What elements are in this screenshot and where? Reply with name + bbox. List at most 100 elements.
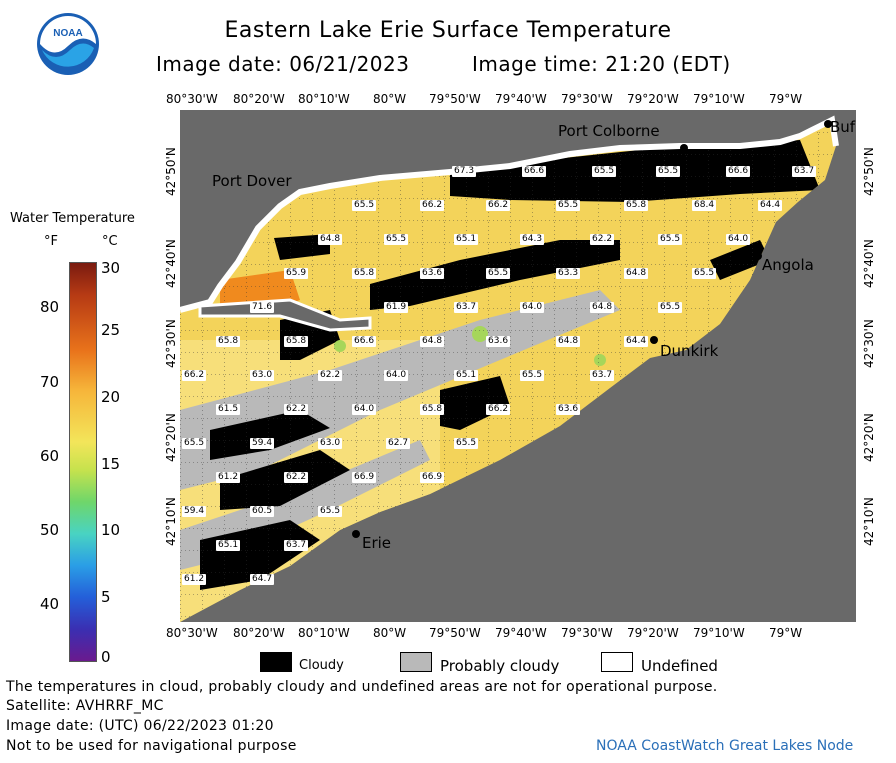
temp-label: 68.4 [692, 200, 717, 211]
temp-label: 60.5 [250, 506, 275, 517]
temp-label: 61.2 [216, 472, 241, 483]
nav-warning-text: Not to be used for navigational purpose [6, 738, 297, 754]
temp-label: 65.8 [216, 336, 241, 347]
lon-label: 79°50'W [429, 92, 481, 106]
lat-label: 42°20'N [862, 413, 876, 462]
lat-label: 42°10'N [164, 497, 178, 546]
legend-tick-f: 40 [40, 595, 60, 613]
lon-label: 79°10'W [693, 92, 745, 106]
legend-tick-c: 20 [101, 388, 121, 406]
temp-label: 65.5 [486, 268, 511, 279]
temp-label: 61.5 [216, 404, 241, 415]
map-title: Eastern Lake Erie Surface Temperature [224, 18, 672, 43]
temp-label: 65.5 [556, 200, 581, 211]
temp-label: 59.4 [250, 438, 275, 449]
temp-label: 65.5 [454, 438, 479, 449]
cloudy-swatch [260, 652, 292, 672]
temp-label: 65.1 [454, 234, 479, 245]
temp-label: 66.6 [352, 336, 377, 347]
temp-label: 65.8 [352, 268, 377, 279]
lat-label: 42°50'N [164, 147, 178, 196]
temp-label: 66.2 [182, 370, 207, 381]
lon-label: 79°30'W [561, 626, 613, 640]
temp-label: 65.5 [656, 166, 681, 177]
temp-label: 63.7 [590, 370, 615, 381]
lon-label: 79°W [769, 92, 803, 106]
temp-label: 66.2 [420, 200, 445, 211]
city-dot [352, 530, 360, 538]
satellite-text: Satellite: AVHRRF_MC [6, 698, 164, 714]
svg-text:NOAA: NOAA [53, 28, 82, 39]
lat-label: 42°40'N [862, 239, 876, 288]
legend-tick-f: 70 [40, 373, 60, 391]
temp-label: 64.0 [352, 404, 377, 415]
image-time: Image time: 21:20 (EDT) [472, 52, 731, 76]
place-port-colborne: Port Colborne [558, 122, 660, 140]
temp-label: 65.9 [284, 268, 309, 279]
temp-label: 64.7 [250, 574, 275, 585]
temp-label: 65.5 [182, 438, 207, 449]
temp-label: 65.5 [658, 234, 683, 245]
place-erie: Erie [362, 534, 392, 552]
probably-cloudy-label: Probably cloudy [440, 657, 560, 675]
temp-label: 64.8 [318, 234, 343, 245]
legend-tick-f: 80 [40, 298, 60, 316]
city-dot [754, 252, 762, 260]
lon-label: 80°30'W [166, 92, 218, 106]
temp-label: 64.0 [520, 302, 545, 313]
temp-label: 61.2 [182, 574, 207, 585]
temp-label: 59.4 [182, 506, 207, 517]
lon-label: 80°20'W [233, 626, 285, 640]
temp-label: 63.6 [420, 268, 445, 279]
lat-label: 42°30'N [164, 319, 178, 368]
lon-label: 79°50'W [429, 626, 481, 640]
legend-unit-c: °C [102, 234, 118, 249]
legend-tick-c: 10 [101, 521, 121, 539]
temp-label: 66.6 [726, 166, 751, 177]
temp-label: 63.0 [250, 370, 275, 381]
temp-label: 63.7 [792, 166, 817, 177]
legend-title: Water Temperature [10, 211, 135, 226]
temp-label: 63.0 [318, 438, 343, 449]
undefined-swatch [601, 652, 633, 672]
lat-label: 42°50'N [862, 147, 876, 196]
lat-label: 42°20'N [164, 413, 178, 462]
temp-label: 65.5 [592, 166, 617, 177]
undefined-coast-border [180, 115, 839, 313]
temp-label: 71.6 [250, 302, 275, 313]
legend-tick-f: 60 [40, 447, 60, 465]
lon-label: 79°W [769, 626, 803, 640]
place-angola: Angola [762, 256, 814, 274]
temp-label: 65.1 [454, 370, 479, 381]
temp-label: 64.4 [758, 200, 783, 211]
temp-label: 66.2 [486, 200, 511, 211]
lon-label: 79°40'W [495, 626, 547, 640]
temp-label: 65.8 [284, 336, 309, 347]
temp-label: 66.9 [352, 472, 377, 483]
city-dot [680, 144, 688, 152]
lon-axis-top: 80°30'W 80°20'W 80°10'W 80°W 79°50'W 79°… [0, 92, 896, 108]
temp-label: 66.6 [522, 166, 547, 177]
temp-label: 63.7 [454, 302, 479, 313]
legend-tick-c: 0 [101, 648, 111, 666]
temp-label: 64.4 [624, 336, 649, 347]
lon-label: 79°20'W [627, 92, 679, 106]
temp-label: 65.8 [420, 404, 445, 415]
temp-label: 65.5 [658, 302, 683, 313]
temp-label: 66.9 [420, 472, 445, 483]
legend-tick-c: 5 [101, 588, 111, 606]
undefined-label: Undefined [641, 657, 718, 675]
temp-label: 65.8 [624, 200, 649, 211]
temp-label: 65.5 [318, 506, 343, 517]
color-scale-bar [69, 262, 97, 662]
city-dot [824, 120, 832, 128]
temp-label: 63.7 [284, 540, 309, 551]
lat-label: 42°10'N [862, 497, 876, 546]
legend-tick-f: 50 [40, 521, 60, 539]
lon-label: 80°W [373, 92, 407, 106]
place-buffalo: Buf [830, 118, 856, 136]
city-dot [650, 336, 658, 344]
temp-label: 62.2 [590, 234, 615, 245]
temp-label: 63.6 [486, 336, 511, 347]
temp-label: 64.3 [520, 234, 545, 245]
